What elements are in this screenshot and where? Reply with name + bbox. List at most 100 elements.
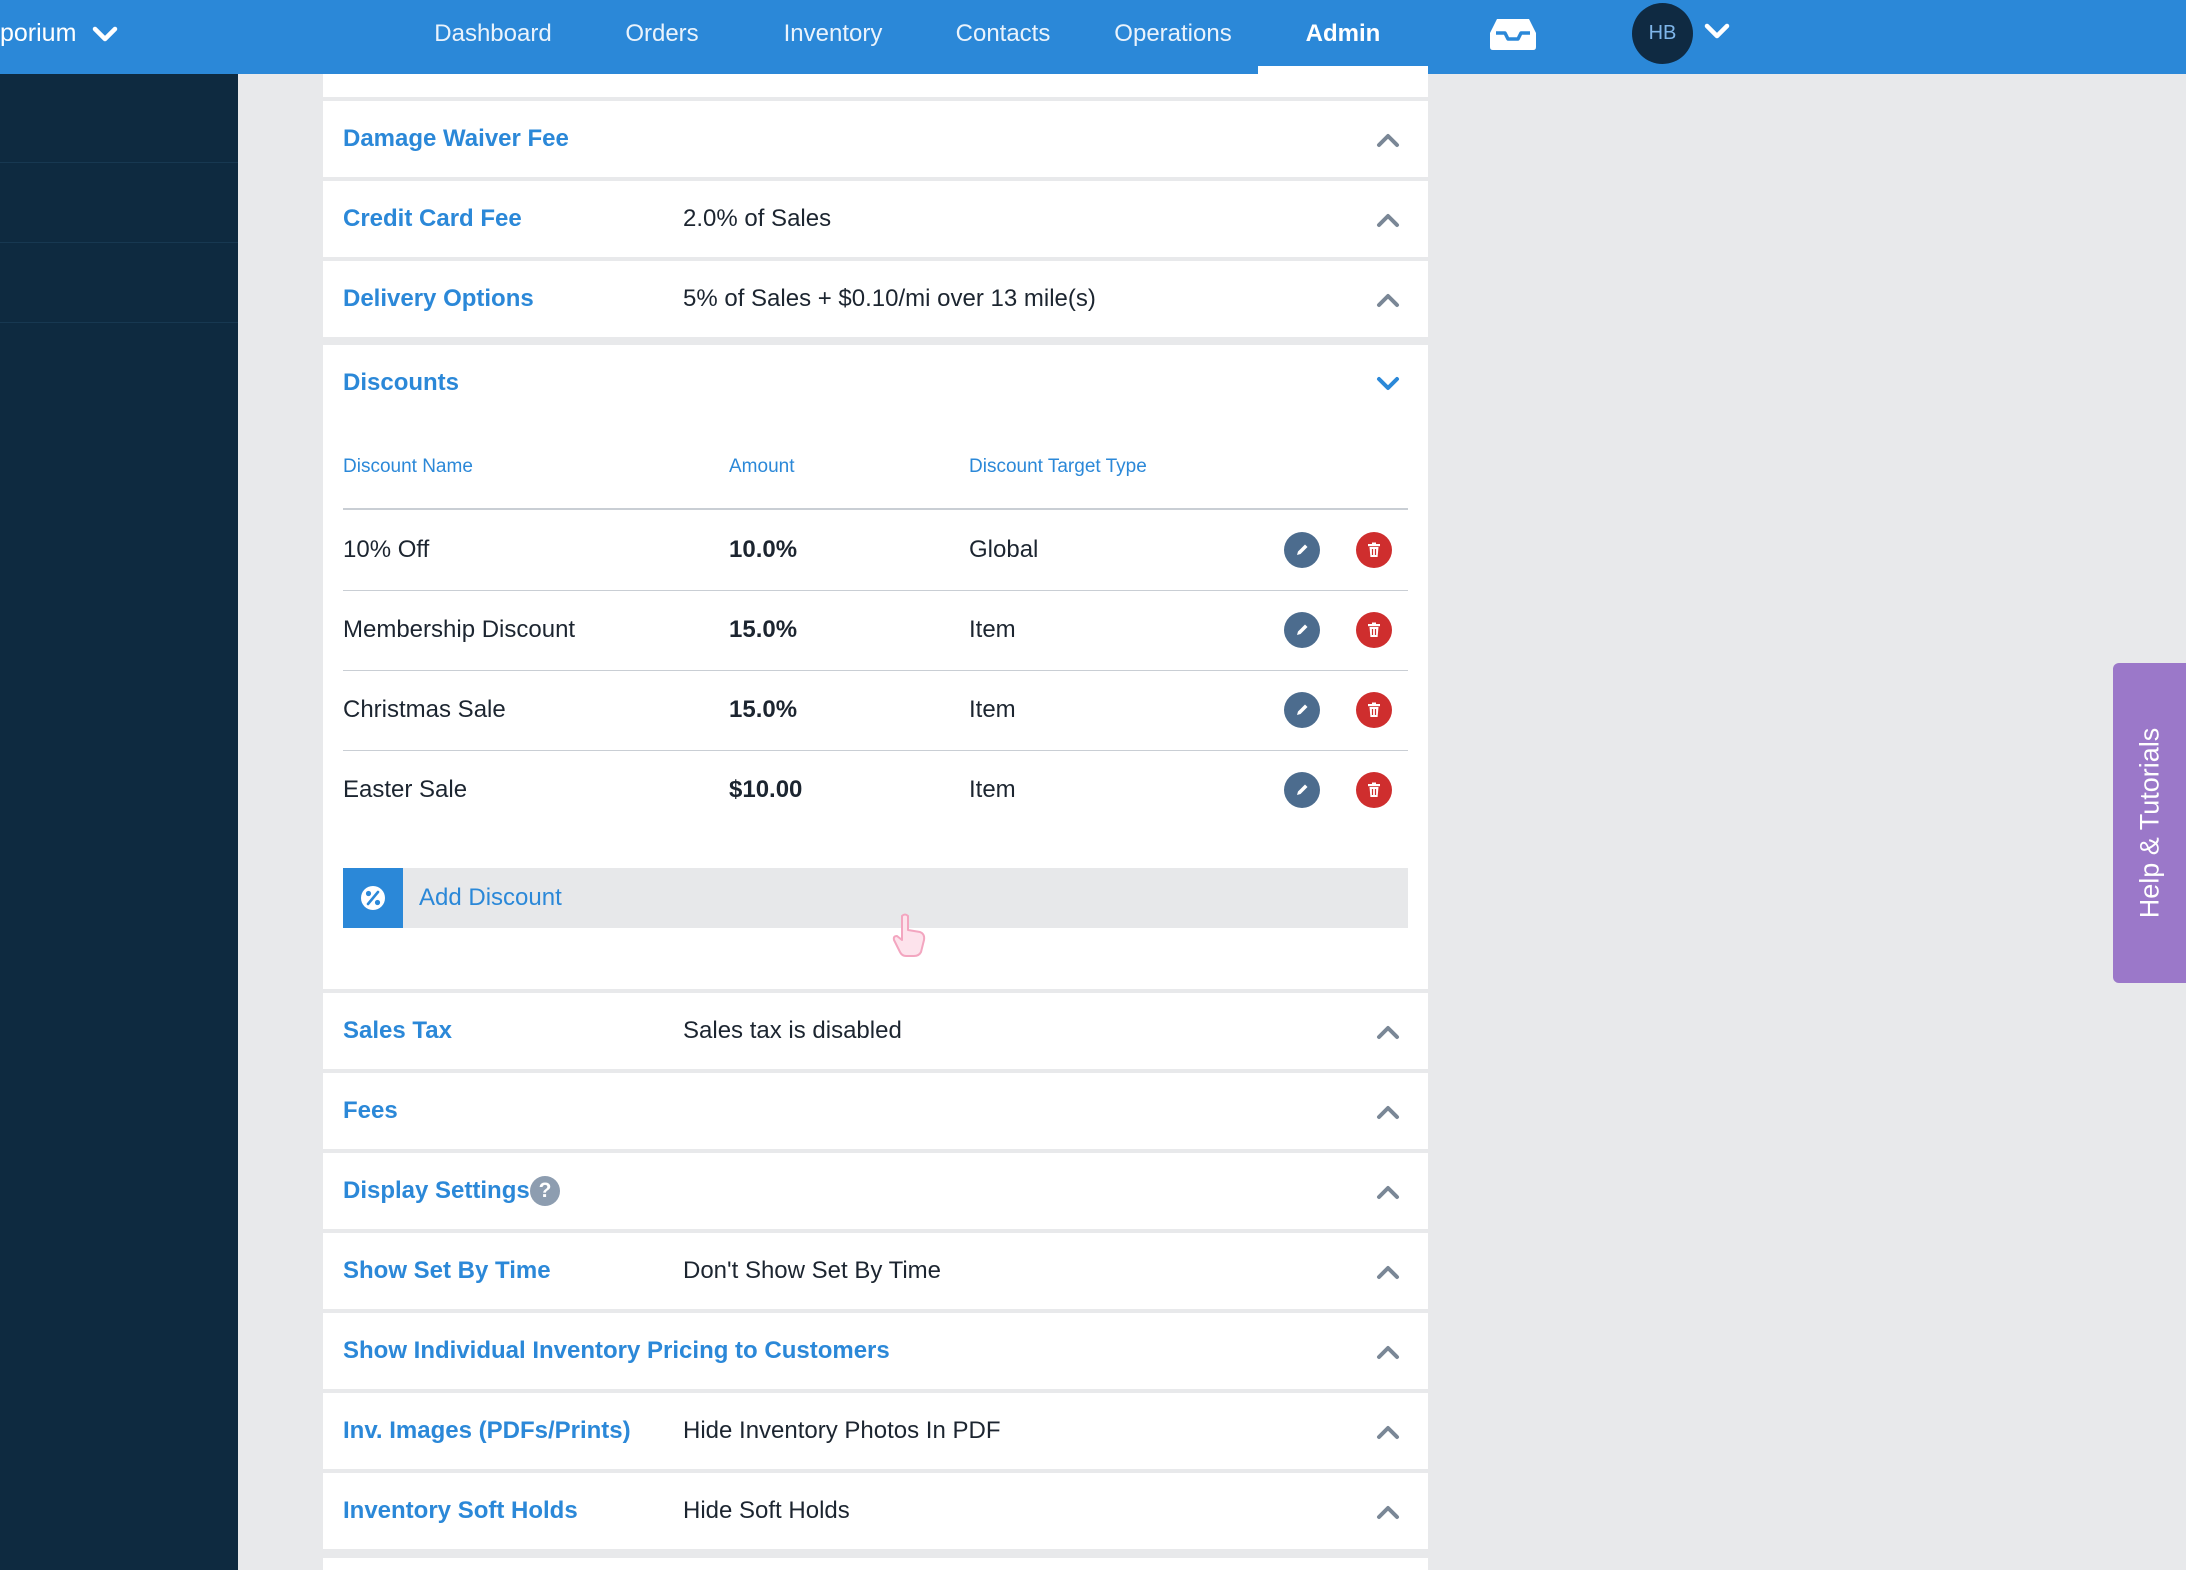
discount-target: Item bbox=[969, 616, 1016, 643]
add-discount-label: Add Discount bbox=[419, 884, 562, 911]
section-value: Don't Show Set By Time bbox=[683, 1257, 942, 1284]
section-delivery-options[interactable]: Delivery Options 5% of Sales + $0.10/mi … bbox=[323, 261, 1428, 337]
section-title: Inventory Soft Holds bbox=[343, 1497, 578, 1524]
percent-badge-icon bbox=[343, 868, 403, 928]
delete-discount-button[interactable] bbox=[1356, 772, 1392, 808]
trash-icon bbox=[1368, 782, 1380, 797]
sidebar bbox=[0, 74, 238, 1570]
section-damage-waiver-fee[interactable]: Damage Waiver Fee bbox=[323, 101, 1428, 177]
chevron-up-icon[interactable] bbox=[1376, 128, 1400, 152]
discount-amount: 15.0% bbox=[729, 696, 798, 723]
discount-target: Item bbox=[969, 696, 1016, 723]
discount-amount: 15.0% bbox=[729, 616, 798, 643]
section-title: Fees bbox=[343, 1097, 398, 1124]
trash-icon bbox=[1368, 622, 1380, 637]
pencil-icon bbox=[1297, 544, 1308, 555]
section-individual-pricing[interactable]: Show Individual Inventory Pricing to Cus… bbox=[323, 1313, 1428, 1389]
section-value: Hide Soft Holds bbox=[683, 1497, 850, 1524]
table-row: Christmas Sale 15.0% Item bbox=[343, 670, 1408, 751]
section-value: 2.0% of Sales bbox=[683, 205, 832, 232]
help-tutorials-tab[interactable]: Help & Tutorials bbox=[2113, 663, 2186, 983]
discount-name: 10% Off bbox=[343, 536, 430, 563]
section-credit-card-fee[interactable]: Credit Card Fee 2.0% of Sales bbox=[323, 181, 1428, 257]
section-sales-tax[interactable]: Sales Tax Sales tax is disabled bbox=[323, 993, 1428, 1069]
add-discount-button[interactable]: Add Discount bbox=[343, 868, 1408, 928]
brand-name: porium bbox=[0, 19, 77, 47]
section-title: Show Set By Time bbox=[343, 1257, 551, 1284]
chevron-up-icon[interactable] bbox=[1376, 1340, 1400, 1364]
hand-cursor-icon bbox=[890, 912, 930, 963]
edit-discount-button[interactable] bbox=[1284, 772, 1320, 808]
chevron-down-icon[interactable] bbox=[92, 25, 118, 43]
help-tutorials-label: Help & Tutorials bbox=[2134, 727, 2164, 919]
inbox-icon[interactable] bbox=[1488, 16, 1538, 52]
column-header-target-type[interactable]: Discount Target Type bbox=[969, 456, 1147, 477]
discount-name: Easter Sale bbox=[343, 776, 468, 803]
section-title: Sales Tax bbox=[343, 1017, 452, 1044]
chevron-up-icon[interactable] bbox=[1376, 1020, 1400, 1044]
discount-name: Christmas Sale bbox=[343, 696, 506, 723]
section-title[interactable]: Discounts bbox=[343, 369, 460, 396]
table-header-divider bbox=[343, 508, 1408, 510]
section-inventory-images[interactable]: Inv. Images (PDFs/Prints) Hide Inventory… bbox=[323, 1393, 1428, 1469]
section-value: Hide Inventory Photos In PDF bbox=[683, 1417, 1001, 1444]
discount-name: Membership Discount bbox=[343, 616, 576, 643]
edit-discount-button[interactable] bbox=[1284, 532, 1320, 568]
delete-discount-button[interactable] bbox=[1356, 612, 1392, 648]
section-partial bbox=[323, 74, 1428, 97]
section-title: Delivery Options bbox=[343, 285, 534, 312]
column-header-discount-name[interactable]: Discount Name bbox=[343, 456, 473, 477]
pencil-icon bbox=[1297, 704, 1308, 715]
nav-orders[interactable]: Orders bbox=[625, 20, 699, 47]
section-show-set-by-time[interactable]: Show Set By Time Don't Show Set By Time bbox=[323, 1233, 1428, 1309]
chevron-up-icon[interactable] bbox=[1376, 1180, 1400, 1204]
chevron-up-icon[interactable] bbox=[1376, 208, 1400, 232]
chevron-down-icon[interactable] bbox=[1704, 22, 1730, 45]
table-row: 10% Off 10.0% Global bbox=[343, 510, 1408, 591]
help-icon[interactable]: ? bbox=[530, 1176, 560, 1206]
delete-discount-button[interactable] bbox=[1356, 532, 1392, 568]
avatar[interactable]: HB bbox=[1632, 3, 1693, 64]
section-title: Display Settings bbox=[343, 1177, 530, 1204]
section-display-settings[interactable]: Display Settings ? bbox=[323, 1153, 1428, 1229]
nav-inventory[interactable]: Inventory bbox=[783, 20, 883, 47]
edit-discount-button[interactable] bbox=[1284, 612, 1320, 648]
pencil-icon bbox=[1297, 624, 1308, 635]
trash-icon bbox=[1368, 542, 1380, 557]
discount-amount: 10.0% bbox=[729, 536, 798, 563]
delete-discount-button[interactable] bbox=[1356, 692, 1392, 728]
chevron-up-icon[interactable] bbox=[1376, 1500, 1400, 1524]
trash-icon bbox=[1368, 702, 1380, 717]
pencil-icon bbox=[1297, 784, 1308, 795]
table-row: Membership Discount 15.0% Item bbox=[343, 590, 1408, 671]
section-fees[interactable]: Fees bbox=[323, 1073, 1428, 1149]
section-value: Sales tax is disabled bbox=[683, 1017, 902, 1044]
column-header-amount[interactable]: Amount bbox=[729, 456, 795, 477]
section-partial bbox=[323, 1558, 1428, 1570]
nav-contacts[interactable]: Contacts bbox=[955, 20, 1051, 47]
chevron-up-icon[interactable] bbox=[1376, 1420, 1400, 1444]
table-row: Easter Sale $10.00 Item bbox=[343, 750, 1408, 830]
discount-amount: $10.00 bbox=[729, 776, 803, 803]
chevron-down-icon[interactable] bbox=[1376, 372, 1400, 396]
edit-discount-button[interactable] bbox=[1284, 692, 1320, 728]
section-title: Credit Card Fee bbox=[343, 205, 522, 232]
nav-dashboard[interactable]: Dashboard bbox=[434, 20, 552, 47]
chevron-up-icon[interactable] bbox=[1376, 1100, 1400, 1124]
section-soft-holds[interactable]: Inventory Soft Holds Hide Soft Holds bbox=[323, 1473, 1428, 1549]
sidebar-divider bbox=[0, 322, 238, 323]
section-title: Inv. Images (PDFs/Prints) bbox=[343, 1417, 631, 1444]
nav-admin[interactable]: Admin bbox=[1258, 0, 1428, 74]
chevron-up-icon[interactable] bbox=[1376, 1260, 1400, 1284]
discount-target: Global bbox=[969, 536, 1039, 563]
top-navigation-bar: porium Dashboard Orders Inventory Contac… bbox=[0, 0, 2186, 74]
sidebar-divider bbox=[0, 162, 238, 163]
section-value: 5% of Sales + $0.10/mi over 13 mile(s) bbox=[683, 285, 1096, 312]
chevron-up-icon[interactable] bbox=[1376, 288, 1400, 312]
discount-target: Item bbox=[969, 776, 1016, 803]
nav-operations[interactable]: Operations bbox=[1114, 20, 1232, 47]
account-switcher[interactable]: porium bbox=[0, 0, 118, 67]
section-title: Show Individual Inventory Pricing to Cus… bbox=[343, 1337, 890, 1364]
section-title: Damage Waiver Fee bbox=[343, 125, 569, 152]
sidebar-divider bbox=[0, 242, 238, 243]
